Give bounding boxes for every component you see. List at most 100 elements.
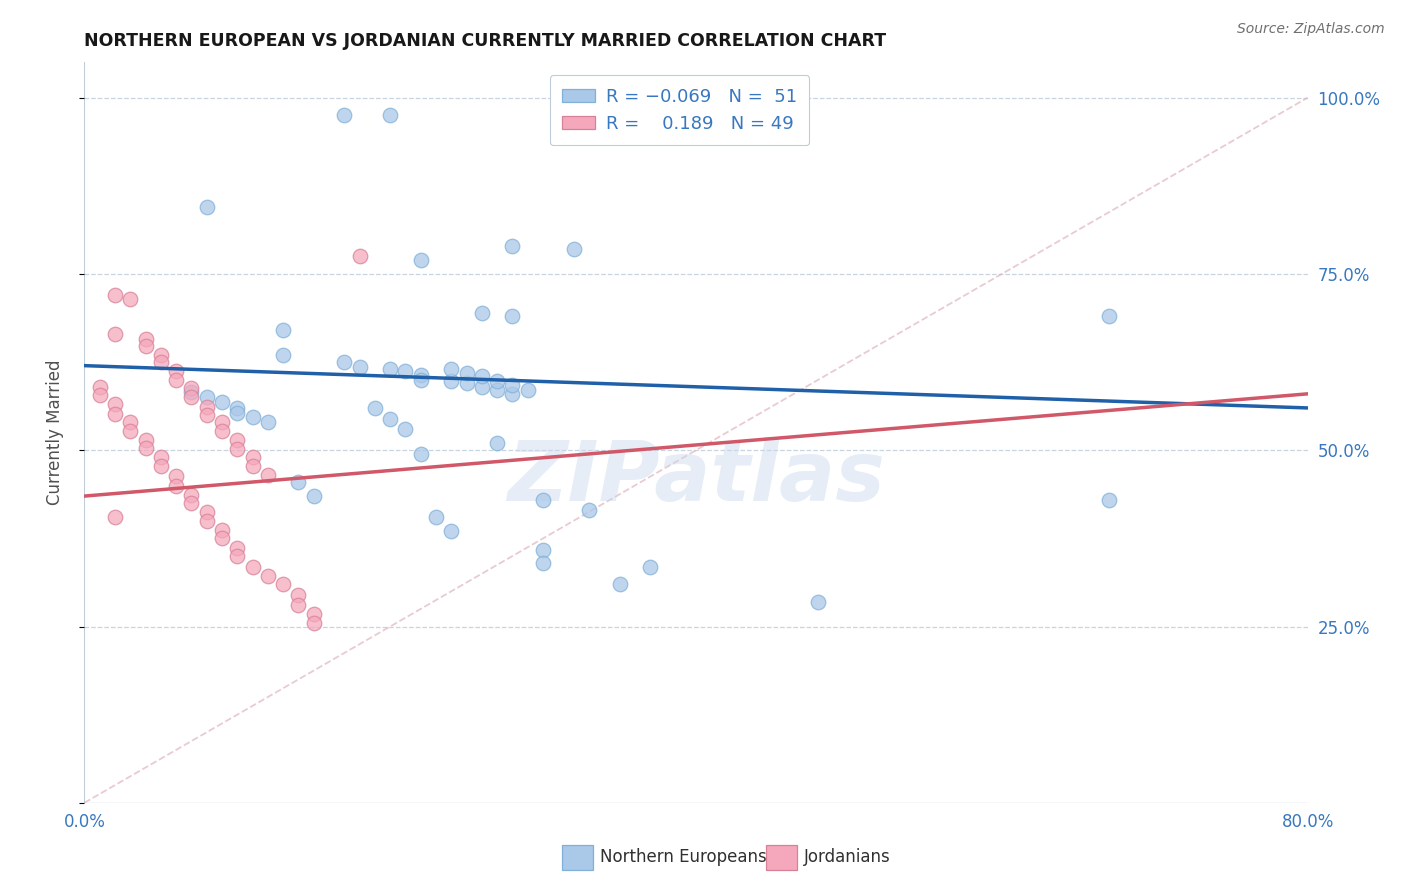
Point [1098, 492, 1121, 507]
Point [440, 374, 463, 388]
Point [502, 387, 524, 401]
Point [211, 523, 233, 537]
Point [287, 475, 309, 489]
Point [502, 310, 524, 324]
Point [120, 415, 142, 429]
Point [502, 378, 524, 392]
Point [89, 388, 111, 402]
Point [242, 458, 264, 473]
Point [486, 436, 509, 450]
Point [531, 543, 554, 558]
Point [409, 373, 432, 387]
Point [333, 108, 356, 122]
Point [333, 355, 356, 369]
Legend: R = −0.069   N =  51, R =    0.189   N = 49: R = −0.069 N = 51, R = 0.189 N = 49 [550, 75, 810, 145]
Point [211, 532, 233, 546]
Point [242, 450, 264, 465]
Point [104, 326, 127, 341]
Point [226, 541, 249, 555]
Point [394, 364, 416, 378]
Point [1098, 310, 1121, 324]
Point [440, 362, 463, 376]
Point [165, 478, 187, 492]
Point [380, 362, 402, 376]
Point [271, 577, 294, 591]
Point [471, 380, 494, 394]
Point [257, 467, 280, 482]
Point [180, 496, 202, 510]
Point [409, 368, 432, 382]
Point [195, 505, 218, 519]
Point [165, 364, 187, 378]
Point [149, 459, 172, 474]
Point [180, 488, 202, 502]
Text: Northern Europeans: Northern Europeans [600, 848, 768, 866]
Text: Jordanians: Jordanians [804, 848, 891, 866]
Point [516, 384, 538, 398]
Point [89, 380, 111, 394]
Y-axis label: Currently Married: Currently Married [45, 359, 63, 506]
Point [135, 441, 157, 455]
Point [486, 384, 509, 398]
Point [165, 469, 187, 483]
Point [226, 442, 249, 456]
Point [195, 514, 218, 528]
Point [578, 503, 600, 517]
Point [180, 390, 202, 404]
Point [471, 306, 494, 320]
Point [149, 355, 172, 369]
Point [226, 549, 249, 563]
Point [287, 588, 309, 602]
Point [104, 397, 127, 411]
Point [226, 406, 249, 420]
Point [271, 323, 294, 337]
Point [380, 108, 402, 122]
Point [609, 577, 631, 591]
Point [364, 401, 387, 415]
Point [257, 568, 280, 582]
Text: NORTHERN EUROPEAN VS JORDANIAN CURRENTLY MARRIED CORRELATION CHART: NORTHERN EUROPEAN VS JORDANIAN CURRENTLY… [84, 32, 887, 50]
Point [226, 401, 249, 415]
Point [195, 200, 218, 214]
Point [180, 381, 202, 395]
Point [211, 415, 233, 429]
Point [425, 510, 447, 524]
Text: Source: ZipAtlas.com: Source: ZipAtlas.com [1237, 22, 1385, 37]
Point [456, 366, 478, 380]
Point [149, 450, 172, 465]
Point [242, 410, 264, 425]
Point [120, 292, 142, 306]
Text: ZIPatlas: ZIPatlas [508, 436, 884, 517]
Point [195, 390, 218, 404]
Point [149, 348, 172, 362]
Point [440, 524, 463, 539]
Point [471, 369, 494, 384]
Point [271, 348, 294, 362]
Point [287, 599, 309, 613]
Point [257, 415, 280, 429]
Point [211, 424, 233, 438]
Point [349, 359, 371, 374]
Point [104, 288, 127, 302]
Point [195, 400, 218, 414]
Point [807, 595, 830, 609]
Point [135, 433, 157, 447]
Point [165, 373, 187, 387]
Point [638, 559, 661, 574]
Point [562, 242, 585, 256]
Point [380, 411, 402, 425]
Point [302, 607, 325, 621]
Point [302, 489, 325, 503]
Point [349, 249, 371, 263]
Point [409, 252, 432, 267]
Point [226, 433, 249, 447]
Point [409, 447, 432, 461]
Point [104, 510, 127, 524]
Point [135, 339, 157, 353]
Point [104, 407, 127, 421]
Point [120, 424, 142, 438]
Point [531, 492, 554, 507]
Point [394, 422, 416, 436]
Point [456, 376, 478, 391]
Point [211, 395, 233, 409]
